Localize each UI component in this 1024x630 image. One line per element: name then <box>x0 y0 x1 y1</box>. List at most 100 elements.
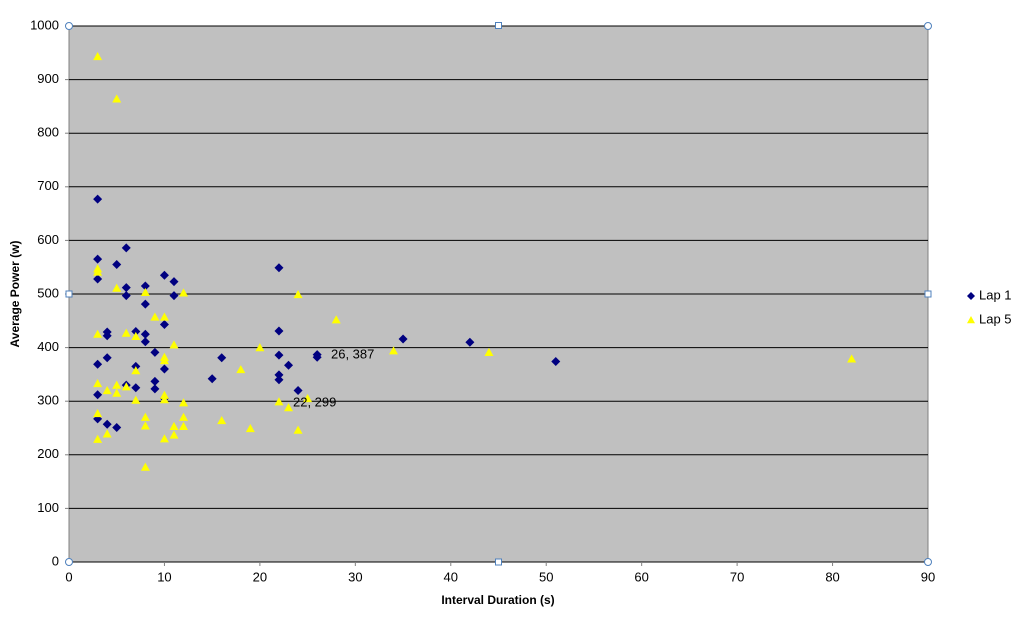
legend-marker <box>967 316 975 324</box>
point <box>465 337 475 347</box>
y-tick-label: 900 <box>37 71 59 86</box>
point <box>159 320 169 330</box>
point <box>179 288 189 297</box>
y-tick-label: 400 <box>37 339 59 354</box>
point <box>159 434 169 443</box>
point <box>112 422 122 432</box>
point <box>121 291 131 301</box>
y-tick-label: 600 <box>37 232 59 247</box>
point <box>93 434 103 443</box>
point <box>207 374 217 384</box>
point <box>159 395 169 404</box>
grid <box>65 25 929 566</box>
point <box>551 357 561 367</box>
point <box>140 462 150 471</box>
point <box>484 347 494 357</box>
point <box>93 194 103 204</box>
point <box>293 290 303 299</box>
point <box>112 283 122 292</box>
x-tick-label: 20 <box>253 569 267 584</box>
y-tick-label: 1000 <box>30 17 59 32</box>
point <box>93 329 103 338</box>
point <box>274 370 284 380</box>
x-tick-label: 10 <box>157 569 171 584</box>
point <box>93 409 103 418</box>
point <box>159 312 169 321</box>
point <box>255 343 265 352</box>
point <box>389 346 399 355</box>
point <box>150 347 160 357</box>
point <box>121 283 131 293</box>
point <box>293 385 303 395</box>
point <box>140 287 150 296</box>
point <box>284 360 294 370</box>
point <box>140 281 150 291</box>
point <box>150 384 160 394</box>
point <box>169 291 179 301</box>
point <box>169 340 179 349</box>
point <box>169 430 179 439</box>
point <box>159 270 169 280</box>
legend-marker <box>967 292 975 300</box>
point <box>274 326 284 336</box>
point <box>398 334 408 344</box>
x-tick-label: 90 <box>921 569 935 584</box>
point <box>131 327 141 337</box>
point <box>102 331 112 341</box>
y-tick-label: 500 <box>37 285 59 300</box>
point <box>179 421 189 430</box>
point <box>303 394 313 403</box>
legend-label: Lap 5 <box>979 311 1012 326</box>
point <box>274 397 284 406</box>
point <box>93 379 103 388</box>
y-axis-title: Average Power (w) <box>8 241 22 348</box>
point <box>312 352 322 362</box>
point <box>102 429 112 438</box>
point <box>102 419 112 429</box>
point <box>274 263 284 273</box>
point <box>331 315 341 324</box>
point <box>140 337 150 347</box>
x-tick-label: 30 <box>348 569 362 584</box>
point <box>131 383 141 393</box>
point <box>150 376 160 386</box>
point <box>140 299 150 309</box>
point <box>131 331 141 340</box>
point <box>179 412 189 421</box>
legend-label: Lap 1 <box>979 287 1012 302</box>
marks <box>93 52 857 471</box>
x-axis-title: Interval Duration (s) <box>441 593 554 607</box>
point <box>93 267 103 276</box>
point <box>93 254 103 264</box>
point <box>121 382 131 391</box>
point <box>284 403 294 412</box>
point <box>93 52 103 61</box>
x-tick-label: 0 <box>65 569 72 584</box>
point <box>245 424 255 433</box>
point <box>121 243 131 253</box>
point <box>121 328 131 337</box>
point <box>131 366 141 375</box>
point <box>236 365 246 374</box>
x-tick-label: 70 <box>730 569 744 584</box>
point <box>140 329 150 339</box>
point <box>112 94 122 103</box>
point <box>140 421 150 430</box>
y-tick-label: 200 <box>37 446 59 461</box>
point <box>93 274 103 284</box>
point <box>112 260 122 270</box>
point <box>131 395 141 404</box>
point <box>159 390 169 399</box>
point <box>159 355 169 365</box>
point <box>159 364 169 374</box>
y-tick-label: 100 <box>37 500 59 515</box>
point <box>150 312 160 321</box>
y-tick-label: 0 <box>52 553 59 568</box>
point <box>179 398 189 407</box>
selection-handles <box>65 22 932 566</box>
x-tick-label: 40 <box>444 569 458 584</box>
point <box>274 375 284 385</box>
data-label: 22, 299 <box>293 394 336 409</box>
y-tick-label: 700 <box>37 178 59 193</box>
y-tick-label: 800 <box>37 125 59 140</box>
